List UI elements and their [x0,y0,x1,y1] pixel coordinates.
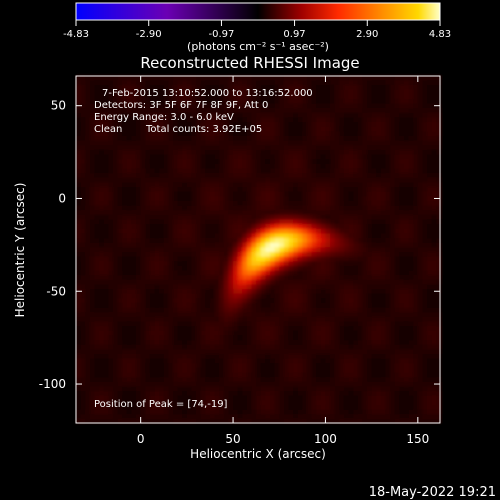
colorbar-tick-label: 4.83 [429,29,451,40]
footer-timestamp: 18-May-2022 19:21 [369,485,496,500]
y-tick-label: 50 [51,99,66,113]
colorbar-unit-label: (photons cm⁻² s⁻¹ asec⁻²) [187,40,329,53]
colorbar-tick-label: -2.90 [136,29,162,40]
colorbar-tick-label: -0.97 [209,29,235,40]
y-axis-label: Heliocentric Y (arcsec) [13,183,27,318]
colorbar [75,2,441,21]
heatmap-image [76,75,442,424]
x-axis-label: Heliocentric X (arcsec) [190,447,326,461]
y-tick-label: 0 [58,191,66,205]
y-tick-label: -50 [46,284,66,298]
chart-title: Reconstructed RHESSI Image [140,54,359,72]
annotation-peak-position: Position of Peak = [74,-19] [94,399,228,410]
annotation-detectors: Detectors: 3F 5F 6F 7F 8F 9F, Att 0 [94,100,268,111]
x-tick-label: 150 [406,432,429,446]
colorbar-tick-label: -4.83 [63,29,89,40]
colorbar-tick-label: 2.90 [356,29,378,40]
annotation-energy-range: Energy Range: 3.0 - 6.0 keV [94,112,234,123]
annotation-method: Clean [94,124,122,135]
x-tick-label: 50 [225,432,240,446]
x-tick-label: 0 [137,432,145,446]
colorbar-tick-label: 0.97 [283,29,305,40]
annotation-time-range: 7-Feb-2015 13:10:52.000 to 13:16:52.000 [102,88,313,99]
colorbar-ticks: -4.83 -2.90 -0.97 0.97 2.90 4.83 [63,20,451,40]
y-tick-label: -100 [39,377,66,391]
axis-ticks: 0 50 100 150 50 0 -50 -100 [39,76,440,446]
plot-frame [75,75,441,424]
x-tick-label: 100 [314,432,337,446]
annotation-total-counts: Total counts: 3.92E+05 [145,124,262,135]
